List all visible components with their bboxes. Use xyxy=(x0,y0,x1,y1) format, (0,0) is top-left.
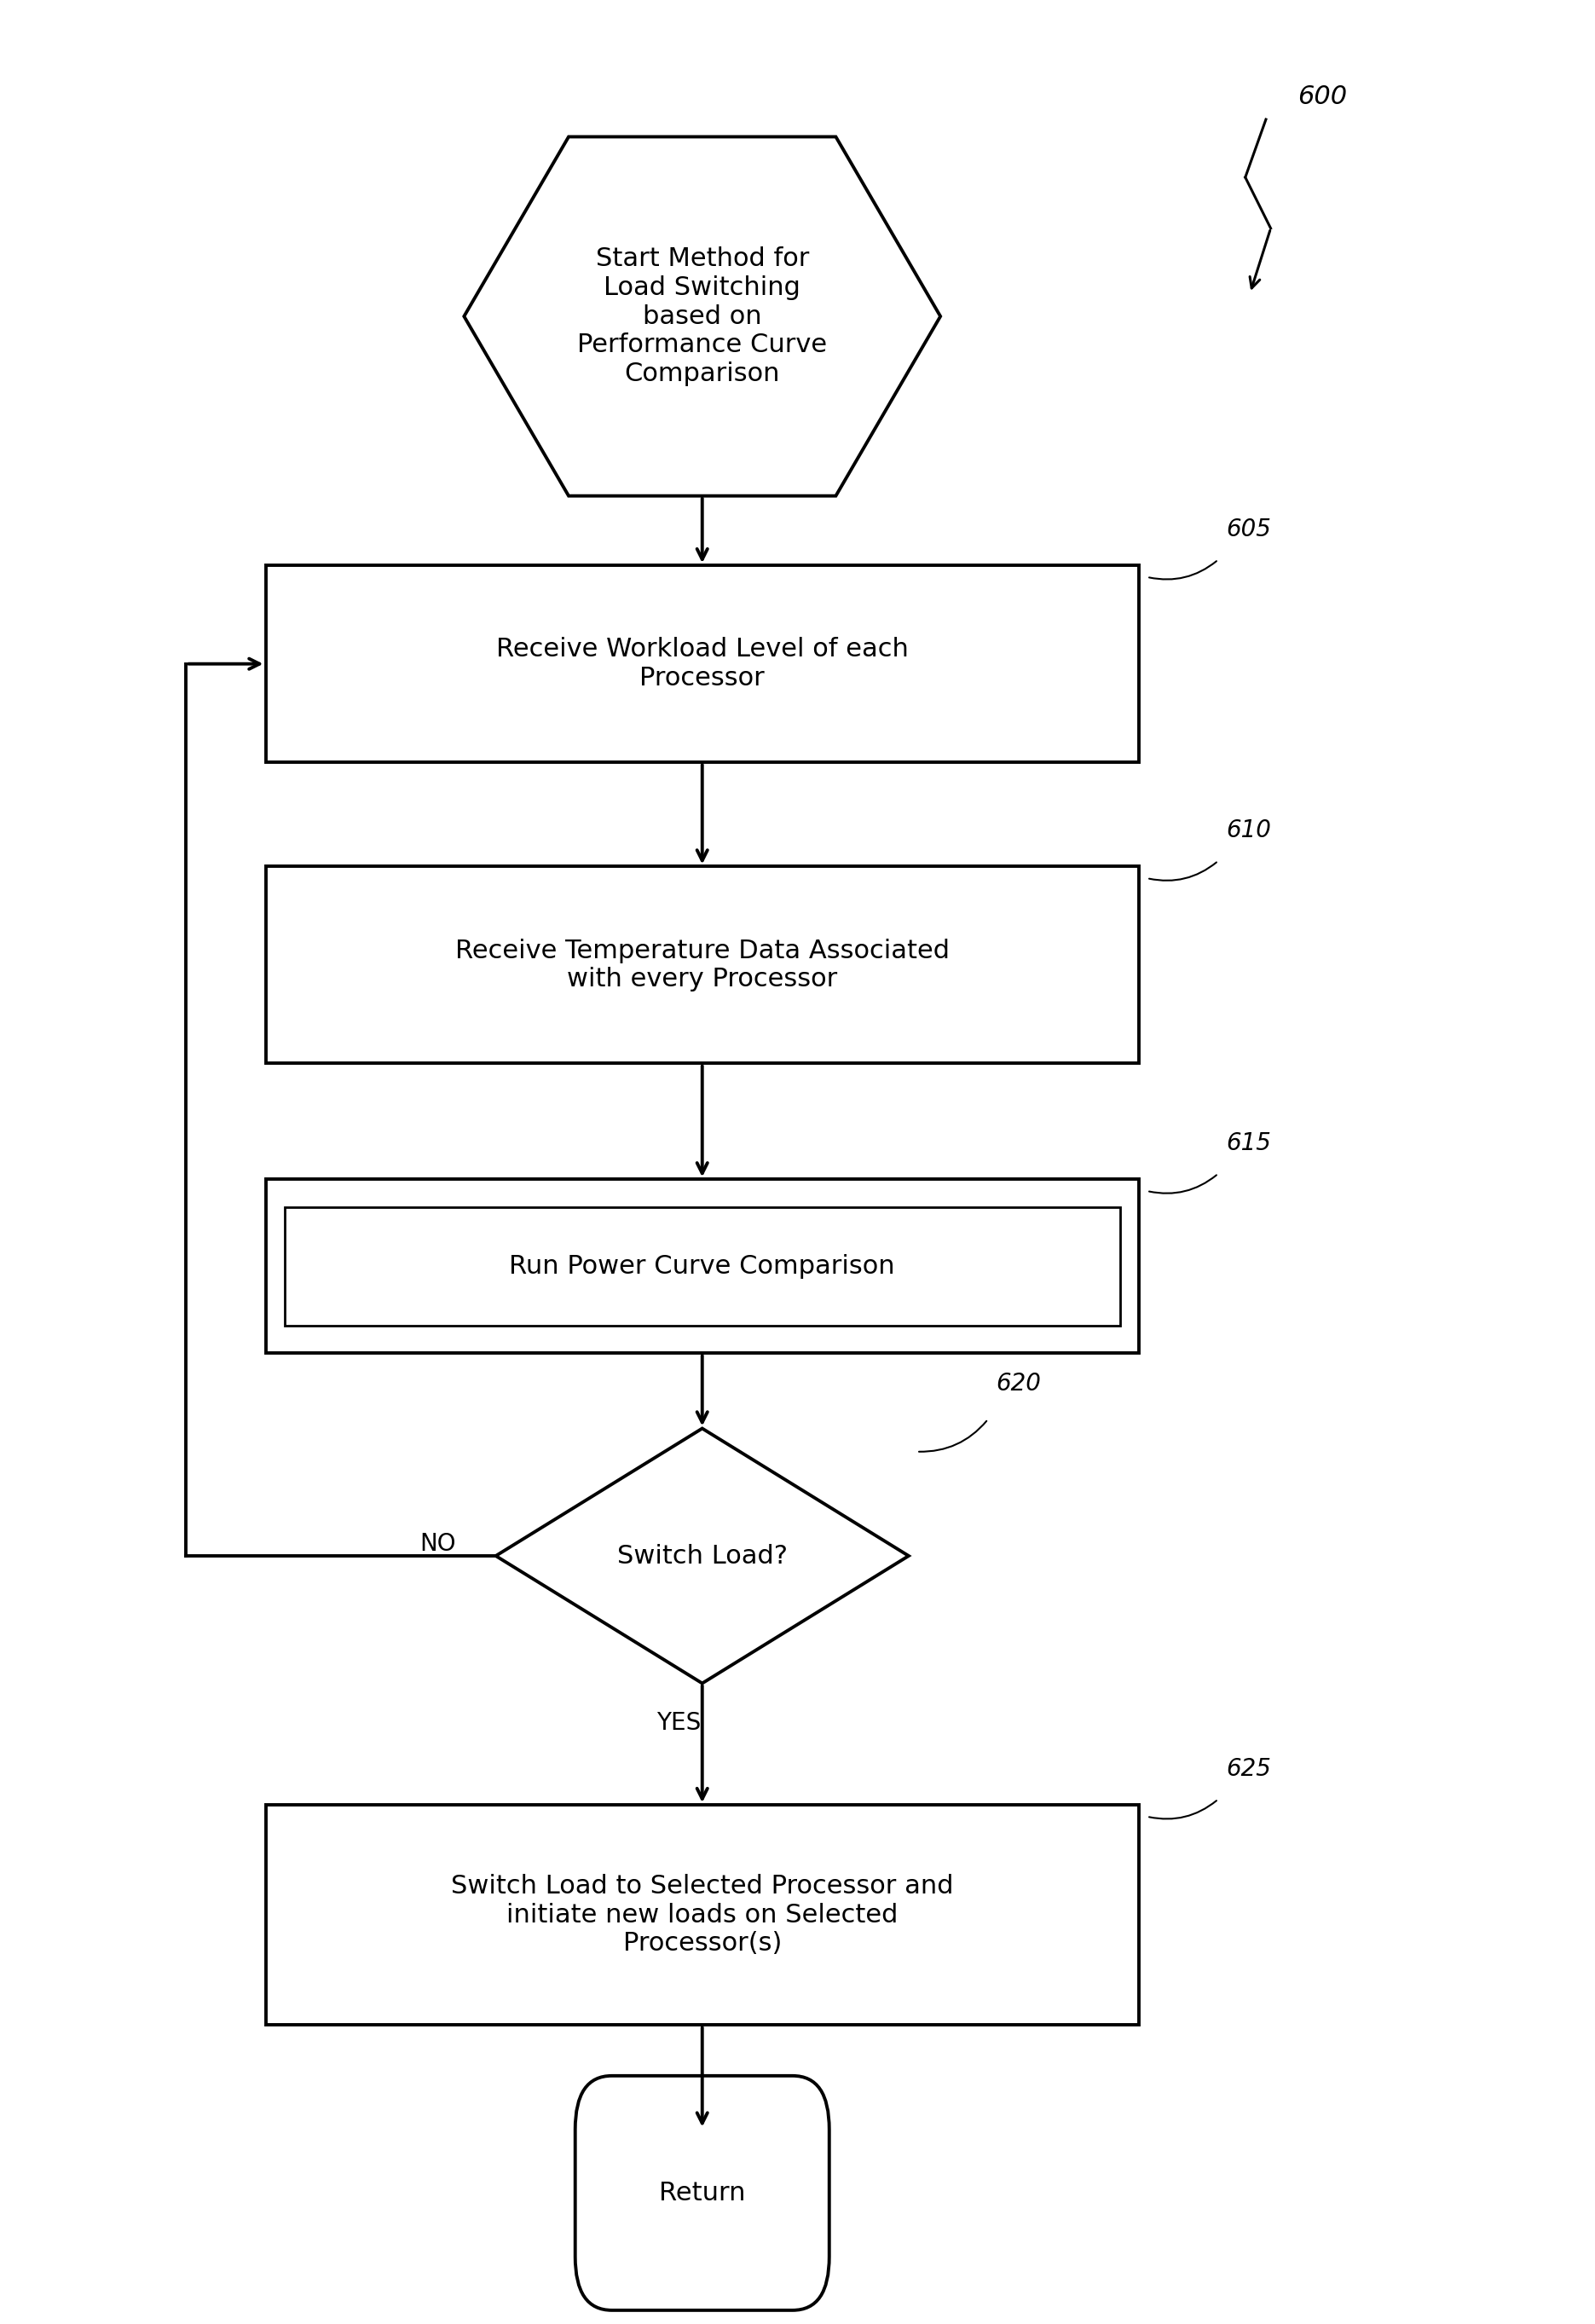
Text: YES: YES xyxy=(656,1710,700,1736)
Bar xyxy=(284,1206,1120,1325)
Bar xyxy=(265,1178,1139,1353)
Bar xyxy=(265,867,1139,1064)
Bar xyxy=(265,565,1139,762)
Text: NO: NO xyxy=(419,1532,456,1557)
Text: Switch Load?: Switch Load? xyxy=(617,1543,788,1569)
Text: 625: 625 xyxy=(1227,1757,1271,1780)
Polygon shape xyxy=(464,137,941,495)
Polygon shape xyxy=(496,1429,909,1683)
Text: 600: 600 xyxy=(1298,84,1348,109)
Text: Switch Load to Selected Processor and
initiate new loads on Selected
Processor(s: Switch Load to Selected Processor and in… xyxy=(451,1873,954,1957)
Text: 610: 610 xyxy=(1227,818,1271,841)
Text: 615: 615 xyxy=(1227,1132,1271,1155)
Text: Receive Temperature Data Associated
with every Processor: Receive Temperature Data Associated with… xyxy=(455,939,949,992)
Text: Return: Return xyxy=(659,2180,745,2205)
Text: Receive Workload Level of each
Processor: Receive Workload Level of each Processor xyxy=(496,637,909,690)
Text: 605: 605 xyxy=(1227,518,1271,541)
Bar xyxy=(265,1806,1139,2024)
Text: 620: 620 xyxy=(995,1371,1042,1397)
Text: Run Power Curve Comparison: Run Power Curve Comparison xyxy=(509,1255,895,1278)
FancyBboxPatch shape xyxy=(576,2075,829,2310)
Text: Start Method for
Load Switching
based on
Performance Curve
Comparison: Start Method for Load Switching based on… xyxy=(577,246,828,386)
